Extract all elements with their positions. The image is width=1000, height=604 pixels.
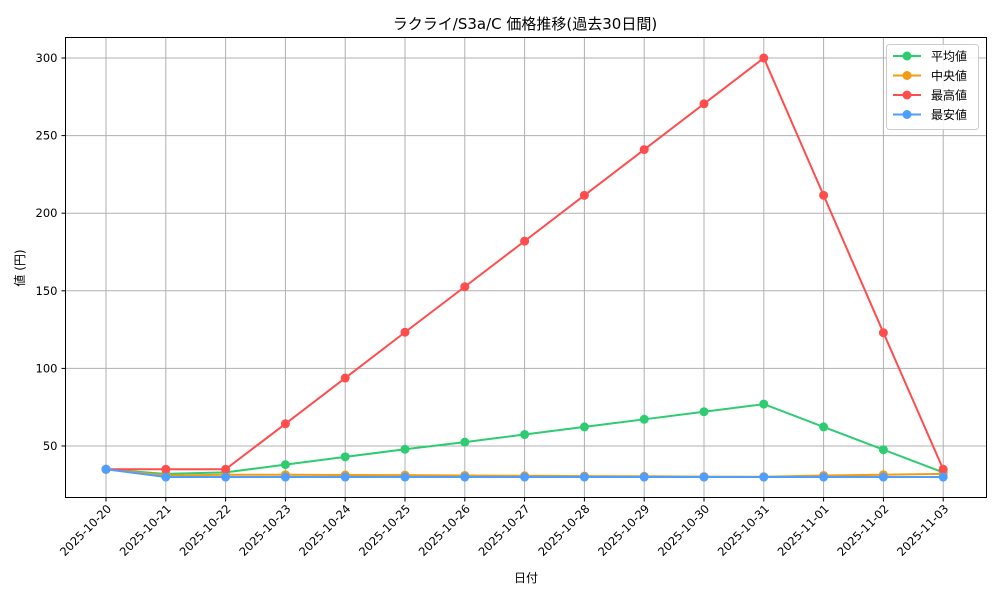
y-axis-label: 値 (円)	[12, 249, 27, 286]
x-tick-label: 2025-11-03	[894, 502, 951, 559]
data-point-marker	[878, 328, 888, 338]
x-tick-label: 2025-10-31	[715, 502, 772, 559]
data-point-marker	[579, 190, 589, 200]
data-point-marker	[460, 282, 470, 292]
y-tick-label: 200	[36, 206, 58, 220]
data-point-marker	[819, 190, 829, 200]
x-axis-ticks: 2025-10-20 2025-10-21 2025-10-22 2025-10-23…	[57, 497, 951, 559]
data-point-marker	[759, 399, 769, 409]
data-point-marker	[878, 445, 888, 455]
data-point-marker	[221, 472, 231, 482]
y-tick-label: 50	[43, 439, 58, 453]
legend-label: 最安値	[931, 107, 967, 122]
data-point-marker	[819, 422, 829, 432]
data-point-marker	[579, 422, 589, 432]
data-point-marker	[400, 472, 410, 482]
legend-label: 平均値	[931, 49, 967, 64]
data-point-marker	[520, 472, 530, 482]
data-point-marker	[759, 53, 769, 63]
legend-marker-icon	[902, 90, 912, 100]
x-tick-label: 2025-10-27	[476, 502, 533, 559]
legend-box	[886, 44, 979, 130]
data-point-marker	[340, 472, 350, 482]
plot-frame	[65, 37, 987, 498]
x-tick-label: 2025-10-20	[57, 502, 114, 559]
data-point-marker	[878, 472, 888, 482]
legend-marker-icon	[902, 71, 912, 80]
data-point-marker	[819, 472, 829, 482]
x-tick-label: 2025-10-26	[416, 502, 473, 559]
legend-label: 中央値	[931, 68, 967, 83]
data-point-marker	[280, 460, 290, 470]
data-point-marker	[460, 437, 470, 447]
x-tick-label: 2025-11-01	[775, 502, 832, 559]
x-tick-label: 2025-10-25	[356, 502, 413, 559]
data-point-marker	[340, 373, 350, 383]
series-3	[101, 464, 948, 482]
data-point-marker	[699, 407, 709, 417]
data-point-marker	[460, 472, 470, 482]
data-point-marker	[280, 472, 290, 482]
data-point-marker	[759, 472, 769, 482]
y-tick-label: 300	[36, 51, 58, 65]
data-point-marker	[101, 464, 111, 474]
data-point-marker	[938, 472, 948, 482]
x-tick-label: 2025-11-02	[834, 502, 891, 559]
data-point-marker	[221, 464, 231, 474]
data-point-marker	[699, 472, 709, 482]
data-point-marker	[400, 444, 410, 454]
data-point-marker	[938, 464, 948, 474]
x-tick-label: 2025-10-21	[117, 502, 174, 559]
x-tick-label: 2025-10-29	[595, 502, 652, 559]
y-tick-label: 100	[36, 361, 58, 375]
x-tick-label: 2025-10-24	[296, 502, 353, 559]
data-point-marker	[161, 464, 171, 474]
y-tick-label: 150	[36, 284, 58, 298]
x-tick-label: 2025-10-22	[177, 502, 234, 559]
data-point-marker	[280, 419, 290, 429]
legend-label: 最高値	[931, 88, 967, 103]
chart-title: ラクライ/S3a/C 価格推移(過去30日間)	[393, 15, 657, 33]
grid-lines	[65, 37, 987, 498]
data-point-marker	[579, 472, 589, 482]
y-axis-ticks: 50 100 150 200 250 300	[36, 51, 66, 453]
x-tick-label: 2025-10-30	[655, 502, 712, 559]
data-point-marker	[400, 327, 410, 337]
data-point-marker	[520, 430, 530, 440]
y-tick-label: 250	[36, 129, 58, 143]
x-tick-label: 2025-10-28	[535, 502, 592, 559]
data-point-marker	[639, 145, 649, 155]
legend-marker-icon	[902, 110, 912, 119]
data-point-marker	[699, 99, 709, 109]
legend-marker-icon	[902, 51, 912, 61]
data-point-marker	[520, 236, 530, 246]
data-series	[101, 53, 948, 482]
data-point-marker	[340, 452, 350, 462]
data-point-marker	[639, 414, 649, 424]
data-point-marker	[161, 472, 171, 482]
data-point-marker	[639, 472, 649, 482]
x-tick-label: 2025-10-23	[236, 502, 293, 559]
x-axis-label: 日付	[514, 571, 538, 585]
